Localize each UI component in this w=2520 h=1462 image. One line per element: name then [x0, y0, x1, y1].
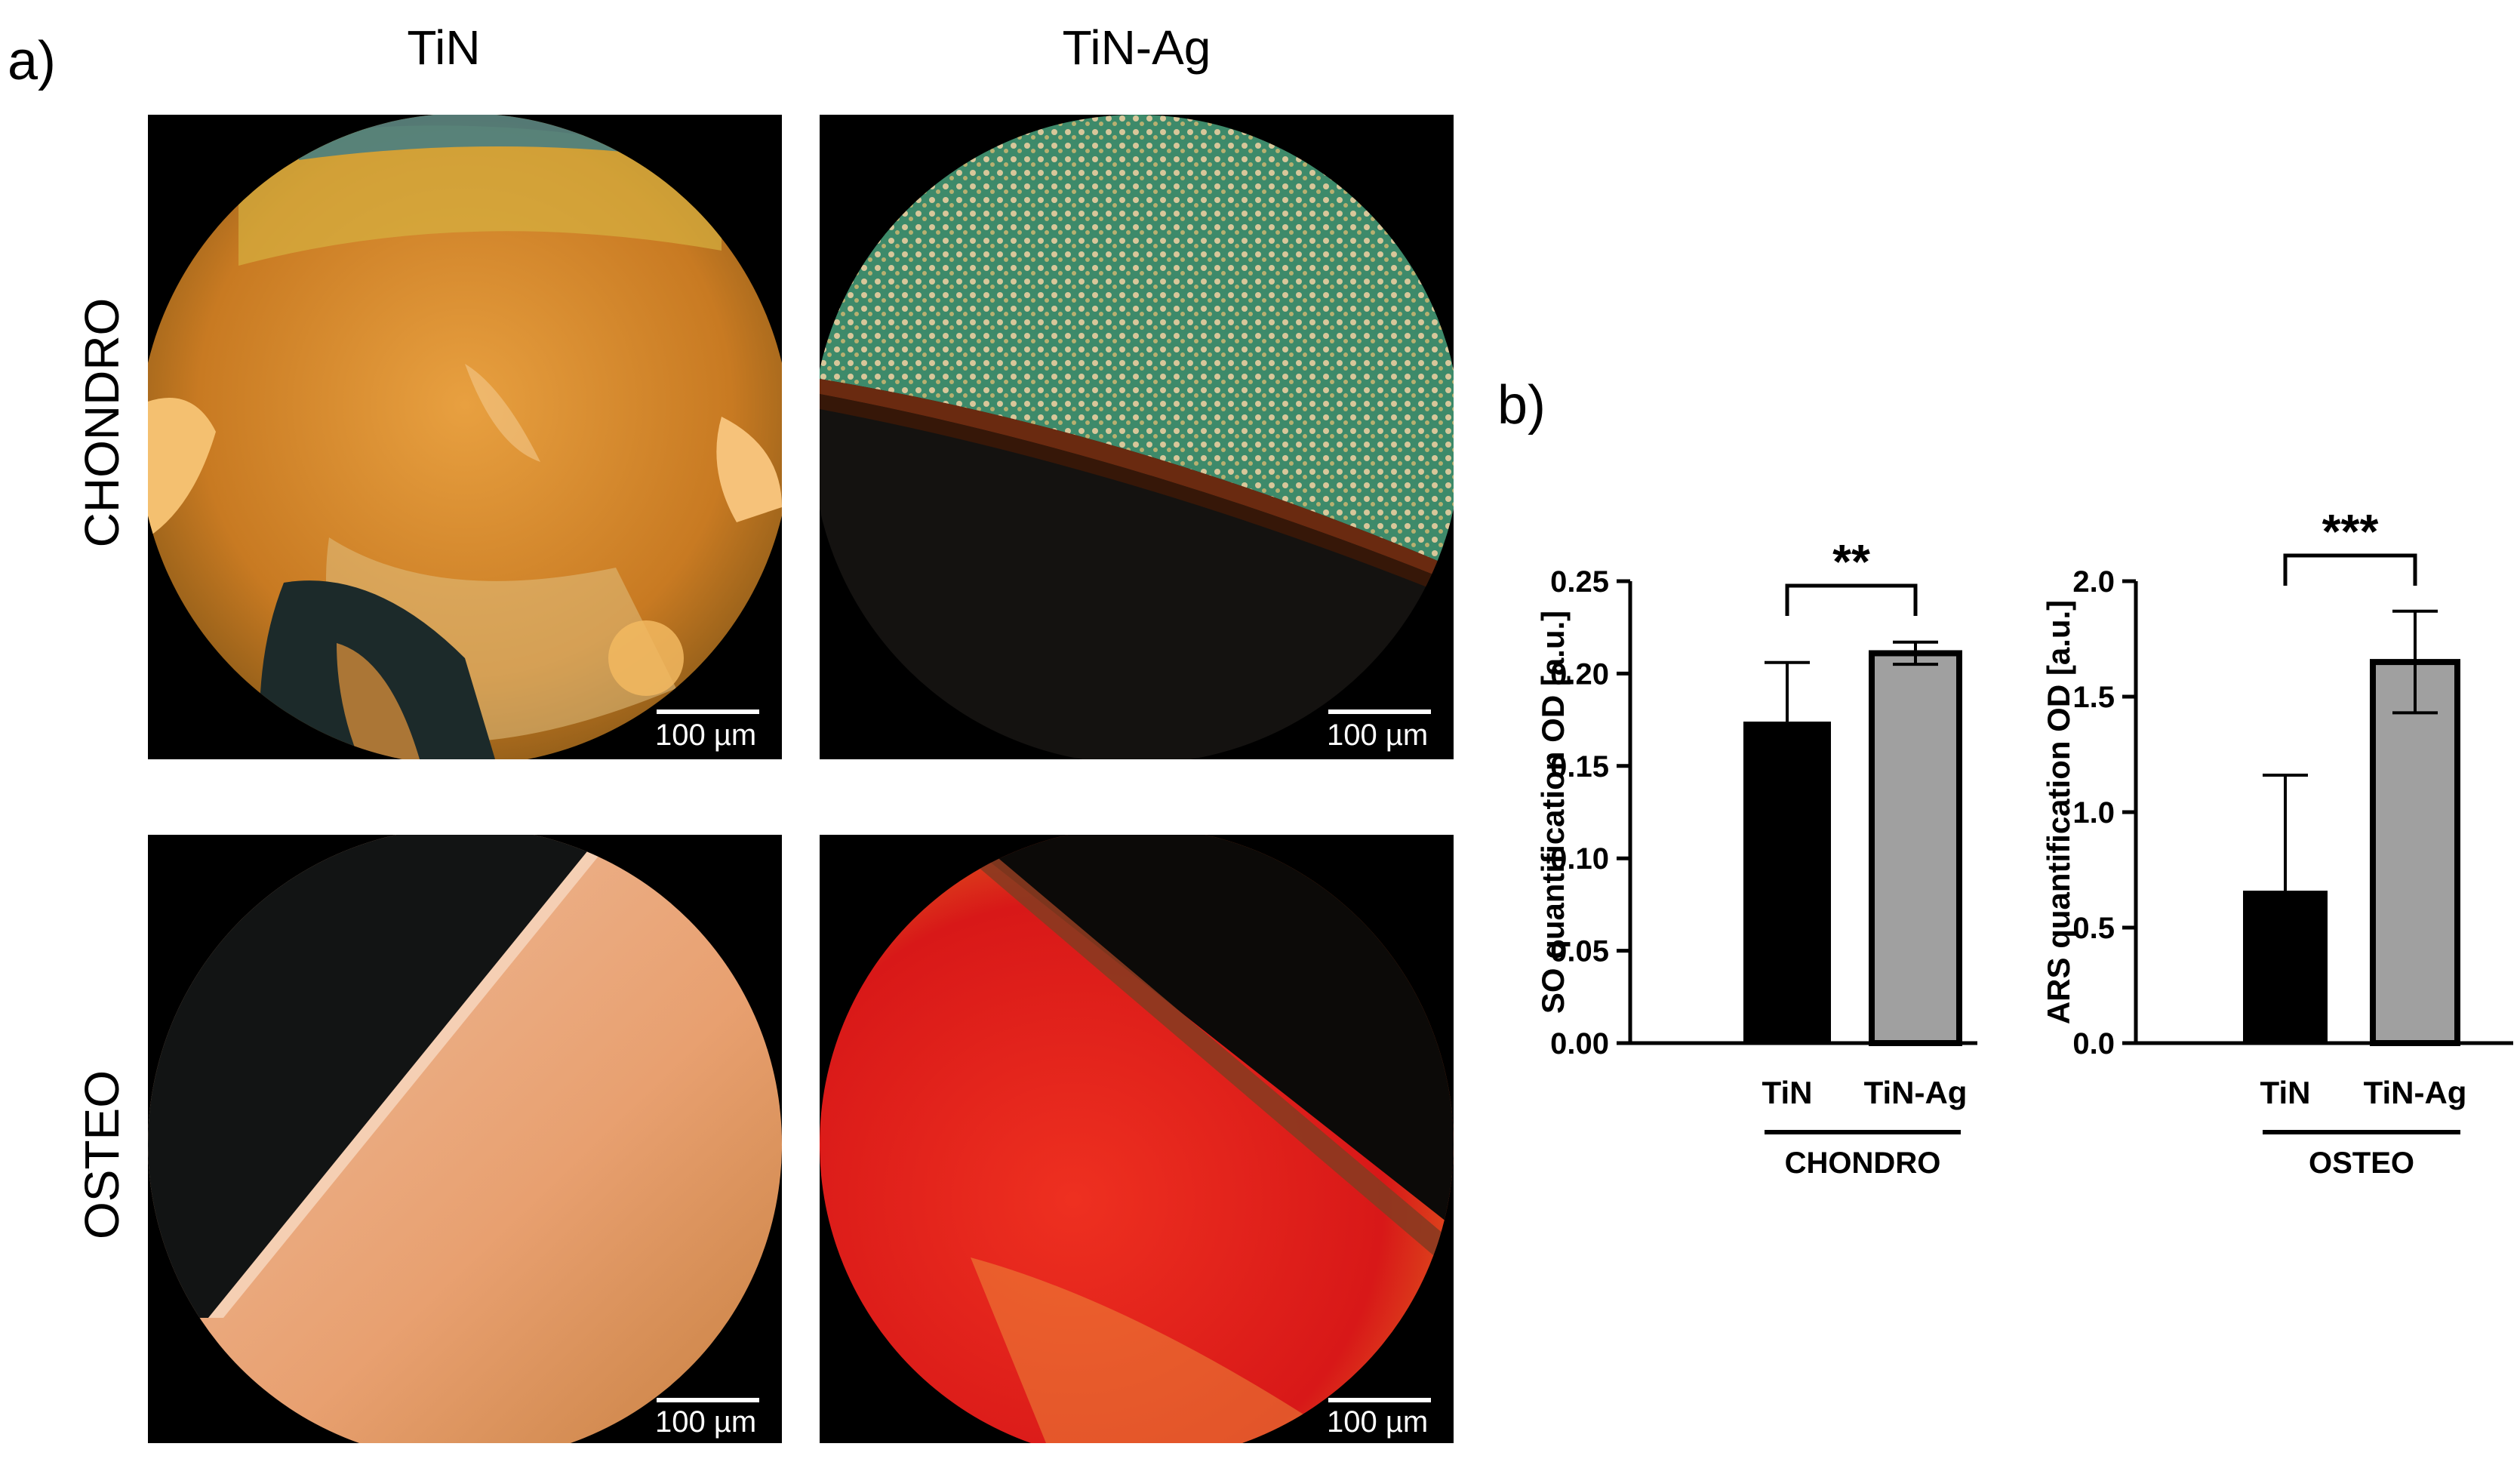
significance-bracket: [1785, 583, 1918, 616]
significance-stars: **: [1832, 534, 1870, 589]
bar-tin-ag: [2370, 659, 2460, 1046]
significance-stars: ***: [2322, 504, 2379, 559]
scale-bar-label: 100 µm: [655, 719, 757, 752]
scale-bar-line: [657, 1398, 759, 1402]
scale-bar-line: [1328, 1398, 1431, 1402]
x-tick-label: TiN-Ag: [2364, 1075, 2467, 1110]
micrograph-osteo-tin: 100 µm: [148, 835, 782, 1443]
micrograph-osteo-tinag: 100 µm: [820, 835, 1454, 1443]
group-label: OSTEO: [2309, 1147, 2414, 1180]
y-tick-label: 0.25: [1550, 565, 1609, 599]
bar-tin-ag: [1869, 650, 1962, 1046]
column-header-tinag: TiN-Ag: [1062, 20, 1211, 75]
micrograph-chondro-tinag: 100 µm: [820, 115, 1454, 759]
y-tick-label: 1.0: [2072, 796, 2115, 829]
panel-b-label: b): [1497, 375, 1546, 436]
x-tick-label: TiN: [1762, 1075, 1813, 1110]
row-label-osteo: OSTEO: [75, 1070, 129, 1240]
scale-bar-label: 100 µm: [1327, 1405, 1429, 1439]
scale-bar-line: [657, 709, 759, 714]
y-tick-label: 0.10: [1550, 842, 1609, 876]
row-label-chondro: CHONDRO: [75, 297, 129, 548]
x-tick-label: TiN: [2260, 1075, 2311, 1110]
y-tick-label: 0.0: [2072, 1027, 2115, 1060]
panel-a-label: a): [8, 31, 57, 91]
scale-bar-line: [1328, 709, 1431, 714]
scale-bar-label: 100 µm: [655, 1405, 757, 1439]
y-axis-label: SO quantification OD [a.u.]: [1535, 611, 1571, 1014]
bar-tin: [2243, 891, 2328, 1043]
y-tick-label: 1.5: [2072, 681, 2115, 714]
y-tick-label: 0.15: [1550, 750, 1609, 783]
bar-chart-chondro: 0.00 0.05 0.10 0.15 0.20 0.25 SO quantificatio…: [1535, 534, 1977, 1180]
micrograph-chondro-tin: 100 µm: [148, 115, 782, 759]
y-tick-label: 0.05: [1550, 935, 1609, 968]
y-tick-label: 2.0: [2072, 565, 2115, 599]
bar-tin: [1743, 722, 1831, 1043]
y-axis-label: ARS quantification OD [a.u.]: [2041, 600, 2076, 1024]
group-label: CHONDRO: [1785, 1147, 1941, 1180]
column-header-tin: TiN: [407, 20, 481, 75]
x-tick-label: TiN-Ag: [1864, 1075, 1968, 1110]
y-tick-label: 0.00: [1550, 1027, 1609, 1060]
significance-bracket: [2283, 553, 2417, 586]
y-tick-label: 0.20: [1550, 657, 1609, 691]
y-tick-label: 0.5: [2072, 912, 2115, 945]
scale-bar-label: 100 µm: [1327, 719, 1429, 752]
